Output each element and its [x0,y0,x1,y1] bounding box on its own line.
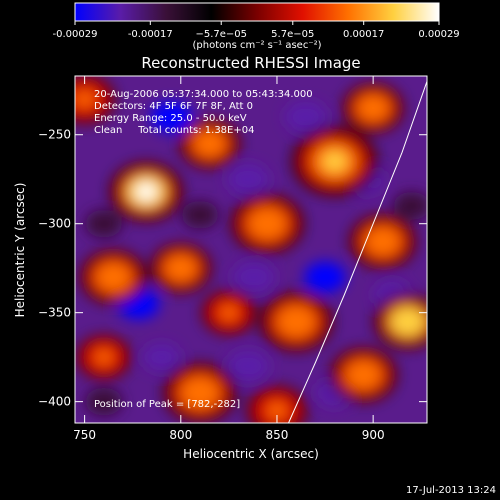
hot-region [163,362,237,423]
hot-region [201,290,257,336]
hot-region [246,385,308,423]
annotation-peak: Position of Peak = [782,-282] [94,399,240,410]
hot-region-core [200,136,219,151]
hot-region-core [103,269,123,286]
hot-region-core [322,151,347,172]
x-tick-label: 900 [362,428,385,442]
hot-region-core [256,214,278,233]
hot-region [342,83,404,134]
y-tick-label: −400 [38,395,71,409]
hot-region-core [96,350,112,364]
colorbar-tick-label: 0.00017 [343,29,384,40]
y-axis-label: Heliocentric Y (arcsec) [13,183,27,318]
hot-region-core [189,383,211,402]
x-axis: 750 800 850 900 [73,76,385,442]
intensity-map [75,76,427,423]
hot-region [230,193,305,254]
hot-region-core [268,403,286,418]
hot-region [329,347,398,403]
cold-region [285,101,327,133]
cold-region [85,387,123,416]
hot-region-core [135,182,157,201]
hot-region [348,213,417,269]
hot-region [79,249,148,305]
cold-region [150,101,192,133]
hot-region-core [285,312,307,331]
x-axis-label: Heliocentric X (arcsec) [183,447,319,461]
annotation-time-range: 20-Aug-2006 05:37:34.000 to 05:43:34.000 [94,89,313,100]
x-tick-label: 850 [266,428,289,442]
hot-region [178,118,241,169]
y-tick-label: −350 [38,306,71,320]
x-tick-label: 800 [169,428,192,442]
hot-region-core [172,260,190,276]
colorbar-unit-label: (photons cm⁻² s⁻¹ asec⁻²) [192,40,321,51]
hot-region [76,334,132,380]
colorbar: -0.00029 -0.00017 −5.7e−05 5.7e−05 0.00017 0.… [53,2,460,51]
annotation-method: Clean Total counts: 1.38E+04 [94,125,254,136]
colorbar-gradient [74,2,440,22]
cold-region [227,163,269,195]
hot-region [373,294,427,350]
footer-timestamp: 17-Jul-2013 13:24 [406,485,496,496]
annotation-block: 20-Aug-2006 05:37:34.000 to 05:43:34.000… [94,89,313,410]
hot-region-core [398,313,418,330]
hot-region [291,126,378,197]
y-axis: −250 −300 −350 −400 [38,128,427,409]
solar-limb-curve [288,81,427,423]
plot-frame [74,75,428,424]
hot-region-core [75,91,94,107]
hot-region [150,243,212,294]
cold-region [227,350,269,382]
annotation-detectors: Detectors: 4F 5F 6F 7F 8F, Att 0 [94,101,253,112]
hot-region-core [364,100,382,116]
hot-region [259,291,334,352]
cold-region [85,209,123,238]
plot-area [75,76,427,423]
colorbar-tick-label: 5.7e−05 [271,29,314,40]
annotation-energy: Energy Range: 25.0 - 50.0 keV [94,113,247,124]
colorbar-ticks: -0.00029 -0.00017 −5.7e−05 5.7e−05 0.00017 0.… [53,21,460,40]
colorbar-tick-label: 0.00029 [418,29,459,40]
hot-region-core [354,366,374,383]
hot-region [75,76,116,125]
hot-region [109,161,184,222]
colorbar-tick-label: -0.00029 [53,29,98,40]
cold-region [304,261,346,293]
chart-title: Reconstructed RHESSI Image [141,54,360,72]
hot-region-core [221,306,237,320]
cold-region [143,343,181,372]
y-tick-label: −250 [38,128,71,142]
y-tick-label: −300 [38,217,71,231]
colorbar-tick-label: −5.7e−05 [195,29,247,40]
x-tick-label: 750 [73,428,96,442]
colorbar-tick-label: -0.00017 [128,29,173,40]
hot-region-core [373,233,393,250]
cold-region [233,261,275,293]
cold-region [181,200,219,229]
cold-region [393,192,427,220]
